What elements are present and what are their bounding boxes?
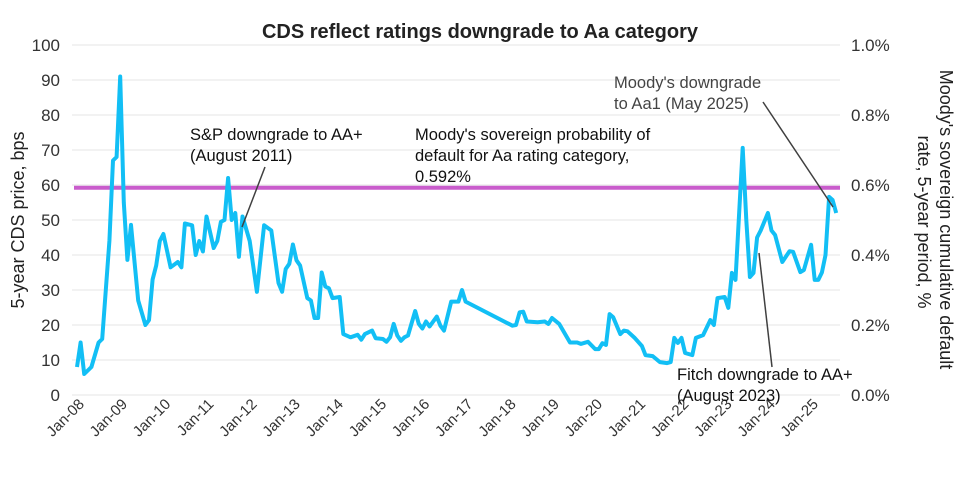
annotation-text: (August 2011) [190,147,292,165]
x-tick-label: Jan-15 [346,396,390,440]
x-tick-label: Jan-17 [432,396,476,440]
annotations: S&P downgrade to AA+ (August 2011) Moody's… [190,74,853,405]
y-tick-label: 90 [41,71,60,90]
x-tick-label: Jan-20 [562,396,606,440]
y-tick-label: 60 [41,176,60,195]
left-axis-ticks: 0 10 20 30 40 50 60 70 80 90 100 [32,36,60,405]
x-tick-label: Jan-09 [87,396,131,440]
y-tick-label: 50 [41,211,60,230]
x-tick-label: Jan-21 [605,396,649,440]
annotation-leader-line [763,102,833,207]
right-axis-title-text: Moody's sovereign cumulative default [936,70,956,370]
x-tick-label: Jan-14 [302,396,346,440]
y-right-tick-label: 0.2% [851,316,890,335]
y-right-tick-label: 0.8% [851,106,890,125]
annotation-text: S&P downgrade to AA+ [190,126,363,144]
left-axis-title: 5-year CDS price, bps [8,131,28,308]
right-axis-ticks: 0.0% 0.2% 0.4% 0.6% 0.8% 1.0% [851,36,890,405]
fitch-downgrade-annotation: Fitch downgrade to AA+ (August 2023) [677,253,853,405]
annotation-text: default for Aa rating category, [415,147,629,165]
x-tick-label: Jan-10 [130,396,174,440]
annotation-leader-line [242,167,265,227]
cds-series-line [77,77,836,375]
x-tick-label: Jan-25 [777,396,821,440]
annotation-text: (August 2023) [677,387,781,405]
y-tick-label: 20 [41,316,60,335]
annotation-leader-line [759,253,772,367]
y-right-tick-label: 1.0% [851,36,890,55]
y-tick-label: 70 [41,141,60,160]
annotation-text: Fitch downgrade to AA+ [677,366,853,384]
x-tick-label: Jan-13 [259,396,303,440]
y-tick-label: 30 [41,281,60,300]
x-tick-label: Jan-18 [475,396,519,440]
y-tick-label: 100 [32,36,60,55]
y-right-tick-label: 0.6% [851,176,890,195]
sp-downgrade-annotation: S&P downgrade to AA+ (August 2011) [190,126,363,227]
y-right-tick-label: 0.0% [851,386,890,405]
y-tick-label: 0 [51,386,60,405]
annotation-text: to Aa1 (May 2025) [614,95,749,113]
annotation-text: 0.592% [415,168,471,186]
x-tick-label: Jan-11 [174,396,218,440]
y-tick-label: 40 [41,246,60,265]
right-axis-title: Moody's sovereign cumulative default rat… [914,70,956,375]
y-right-tick-label: 0.4% [851,246,890,265]
x-tick-label: Jan-12 [216,396,260,440]
annotation-text: Moody's downgrade [614,74,761,92]
y-tick-label: 10 [41,351,60,370]
chart-title: CDS reflect ratings downgrade to Aa cate… [262,21,699,43]
right-axis-title-text: rate, 5-year period, % [914,135,934,308]
threshold-annotation: Moody's sovereign probability of default … [415,126,651,186]
annotation-text: Moody's sovereign probability of [415,126,651,144]
x-tick-label: Jan-16 [389,396,433,440]
x-tick-label: Jan-19 [518,396,562,440]
y-tick-label: 80 [41,106,60,125]
